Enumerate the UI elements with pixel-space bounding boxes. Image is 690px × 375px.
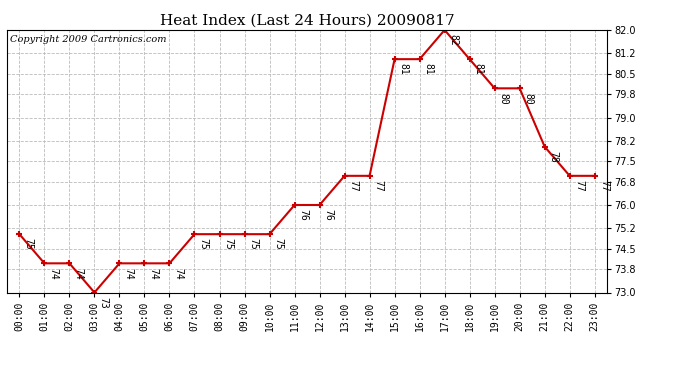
Title: Heat Index (Last 24 Hours) 20090817: Heat Index (Last 24 Hours) 20090817 — [160, 13, 454, 27]
Text: 74: 74 — [124, 267, 134, 279]
Text: 74: 74 — [174, 267, 184, 279]
Text: 76: 76 — [299, 209, 308, 221]
Text: 75: 75 — [199, 238, 208, 250]
Text: 78: 78 — [549, 151, 559, 163]
Text: 73: 73 — [99, 297, 108, 308]
Text: 82: 82 — [448, 34, 459, 46]
Text: 74: 74 — [74, 267, 83, 279]
Text: 77: 77 — [348, 180, 359, 192]
Text: 77: 77 — [374, 180, 384, 192]
Text: 81: 81 — [474, 63, 484, 75]
Text: 77: 77 — [574, 180, 584, 192]
Text: 81: 81 — [399, 63, 408, 75]
Text: 75: 75 — [248, 238, 259, 250]
Text: 80: 80 — [499, 93, 509, 104]
Text: 75: 75 — [224, 238, 234, 250]
Text: 74: 74 — [48, 267, 59, 279]
Text: 74: 74 — [148, 267, 159, 279]
Text: Copyright 2009 Cartronics.com: Copyright 2009 Cartronics.com — [10, 35, 166, 44]
Text: 75: 75 — [274, 238, 284, 250]
Text: 75: 75 — [23, 238, 34, 250]
Text: 77: 77 — [599, 180, 609, 192]
Text: 81: 81 — [424, 63, 434, 75]
Text: 80: 80 — [524, 93, 534, 104]
Text: 76: 76 — [324, 209, 334, 221]
